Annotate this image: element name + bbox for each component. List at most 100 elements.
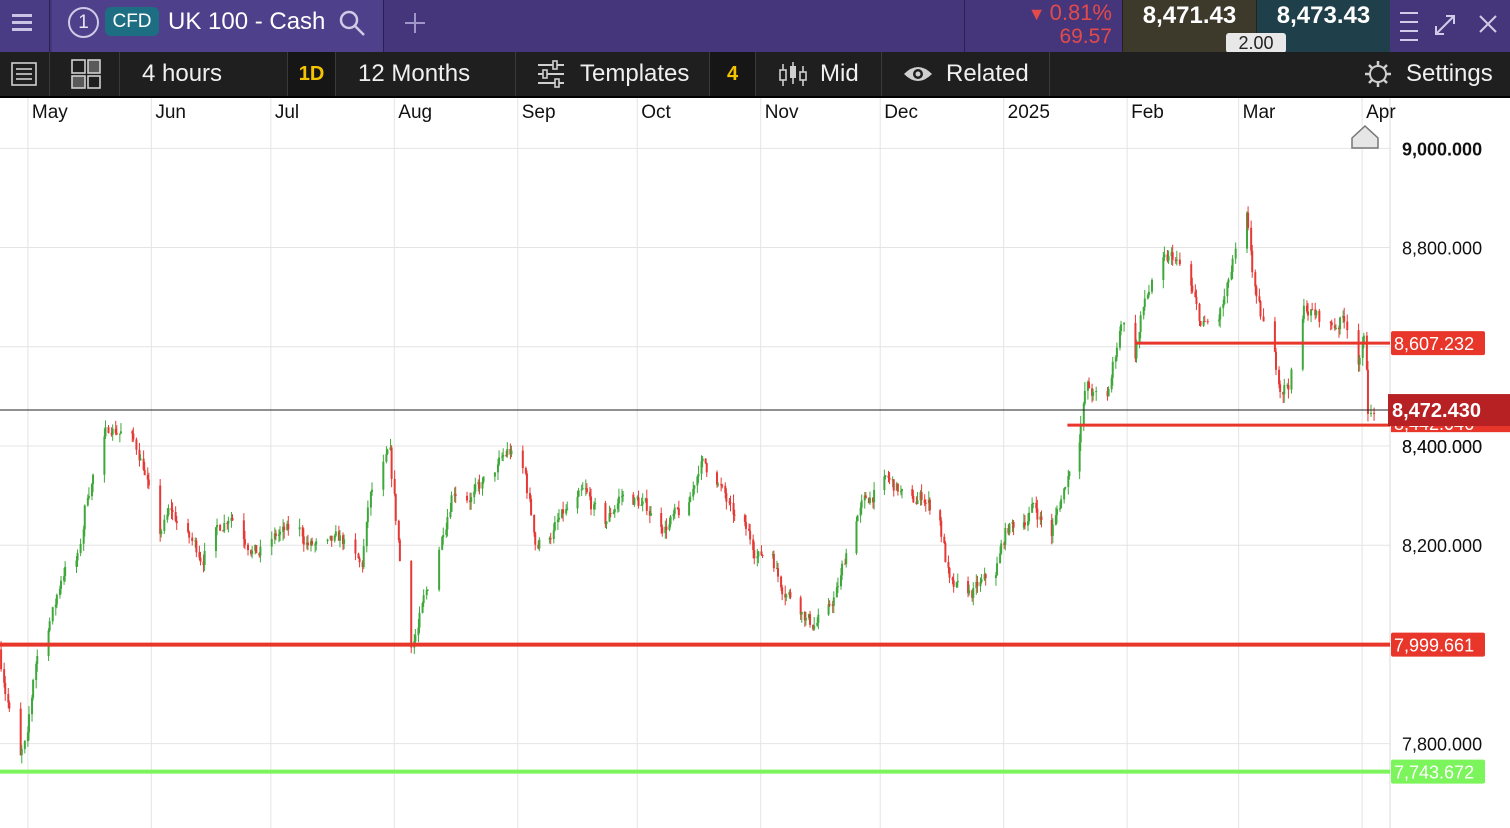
candle-body: [1258, 296, 1261, 302]
home-icon[interactable]: [1351, 124, 1379, 149]
candle-body: [226, 522, 229, 524]
eye-icon: [904, 67, 932, 81]
settings-button[interactable]: Settings: [1350, 52, 1510, 96]
candle-body: [35, 663, 38, 681]
candle-body: [1163, 254, 1166, 258]
candle-body: [107, 427, 110, 433]
candle-body: [309, 541, 312, 546]
candle-body: [1007, 528, 1010, 534]
candle-body: [79, 543, 82, 554]
candle-body: [720, 484, 723, 486]
related-button[interactable]: Related: [882, 52, 1050, 96]
layout-button[interactable]: [50, 52, 120, 96]
candle-body: [1028, 512, 1031, 522]
level-marker-label: 7,999.661: [1394, 636, 1474, 656]
candle-body: [163, 519, 166, 531]
candle-body: [760, 551, 763, 556]
candle-body: [637, 497, 640, 506]
buy-button[interactable]: 8,473.43: [1256, 0, 1390, 52]
candle-body: [696, 476, 699, 486]
candle-body: [1246, 212, 1249, 249]
candle-body: [171, 510, 174, 512]
candle-body: [142, 458, 145, 470]
close-icon[interactable]: [1476, 12, 1500, 36]
period-badge[interactable]: 1D: [288, 52, 336, 96]
candle-body: [1218, 319, 1221, 322]
candle-body: [951, 577, 954, 581]
add-tab-icon[interactable]: [400, 8, 430, 38]
candle-body: [777, 568, 780, 577]
candle-body: [1373, 412, 1376, 414]
candle-body: [338, 535, 341, 541]
candle-body: [1199, 321, 1202, 326]
candle-body: [1011, 521, 1014, 524]
level-marker[interactable]: [1391, 632, 1485, 657]
candle-body: [481, 481, 484, 489]
candle-body: [1278, 369, 1281, 385]
settings-label: Settings: [1406, 60, 1493, 87]
candle-body: [501, 456, 504, 458]
indicator-count-badge[interactable]: 4: [710, 52, 756, 96]
price-mode-select[interactable]: Mid: [756, 52, 882, 96]
candle-body: [414, 635, 417, 642]
candle-body: [393, 478, 396, 494]
templates-button[interactable]: Templates: [516, 52, 710, 96]
gear-icon: [1365, 61, 1391, 87]
candle-body: [664, 526, 667, 534]
stacked-icon[interactable]: [1398, 10, 1420, 42]
candle-body: [222, 530, 225, 532]
expand-icon[interactable]: [1432, 12, 1458, 38]
candle-body: [883, 476, 886, 491]
candle-body: [382, 461, 385, 490]
candle-body: [1307, 311, 1310, 316]
candle-body: [7, 694, 10, 703]
candle-body: [537, 544, 540, 549]
change-points: 69.57: [1059, 25, 1112, 48]
search-icon[interactable]: [338, 9, 366, 37]
candle-body: [1134, 322, 1137, 359]
candle-body: [1251, 250, 1254, 273]
candle-body: [1357, 330, 1360, 365]
candle-body: [1162, 257, 1165, 280]
x-tick-label: Oct: [641, 102, 671, 123]
candle-body: [835, 586, 838, 598]
candle-body: [86, 498, 89, 506]
candle-body: [170, 508, 173, 511]
candle-body: [251, 550, 254, 555]
candle-body: [693, 485, 696, 489]
candle-body: [912, 495, 915, 503]
price-chart[interactable]: May Jun Jul Aug Sep Oct Nov Dec 2025 Feb Mar Apr 9,0…: [0, 98, 1510, 828]
menu-button[interactable]: [0, 0, 50, 52]
level-marker[interactable]: [1391, 759, 1485, 784]
candle-body: [613, 508, 616, 513]
chart-canvas[interactable]: May Jun Jul Aug Sep Oct Nov Dec 2025 Feb Mar Apr 9,0…: [0, 98, 1510, 828]
level-marker[interactable]: [1391, 331, 1485, 356]
candle-body: [525, 473, 528, 494]
timeframe-select[interactable]: 4 hours: [120, 52, 288, 96]
candle-body: [227, 520, 230, 524]
candle-body: [677, 508, 680, 516]
candle-body: [477, 482, 480, 484]
sell-button[interactable]: 8,471.43: [1122, 0, 1256, 52]
list-button[interactable]: [0, 52, 50, 96]
candle-body: [254, 545, 257, 551]
instrument-tab[interactable]: 1 CFD UK 100 - Cash: [52, 0, 384, 52]
candle-body: [872, 497, 875, 503]
candle-body: [753, 550, 756, 559]
candle-body: [1273, 321, 1276, 352]
candle-body: [3, 669, 6, 683]
candle-body: [771, 554, 774, 556]
candle-body: [1166, 254, 1169, 261]
candle-body: [277, 534, 280, 536]
candle-body: [1095, 391, 1098, 393]
candle-body: [1079, 424, 1082, 443]
candle-body: [203, 550, 206, 565]
candle-body: [748, 528, 751, 531]
period-select[interactable]: 12 Months: [336, 52, 516, 96]
candle-body: [114, 428, 117, 434]
current-price-marker: [1388, 394, 1510, 427]
candle-body: [92, 474, 95, 485]
candle-body: [357, 553, 360, 559]
candle-body: [923, 499, 926, 503]
candle-body: [1083, 390, 1086, 404]
